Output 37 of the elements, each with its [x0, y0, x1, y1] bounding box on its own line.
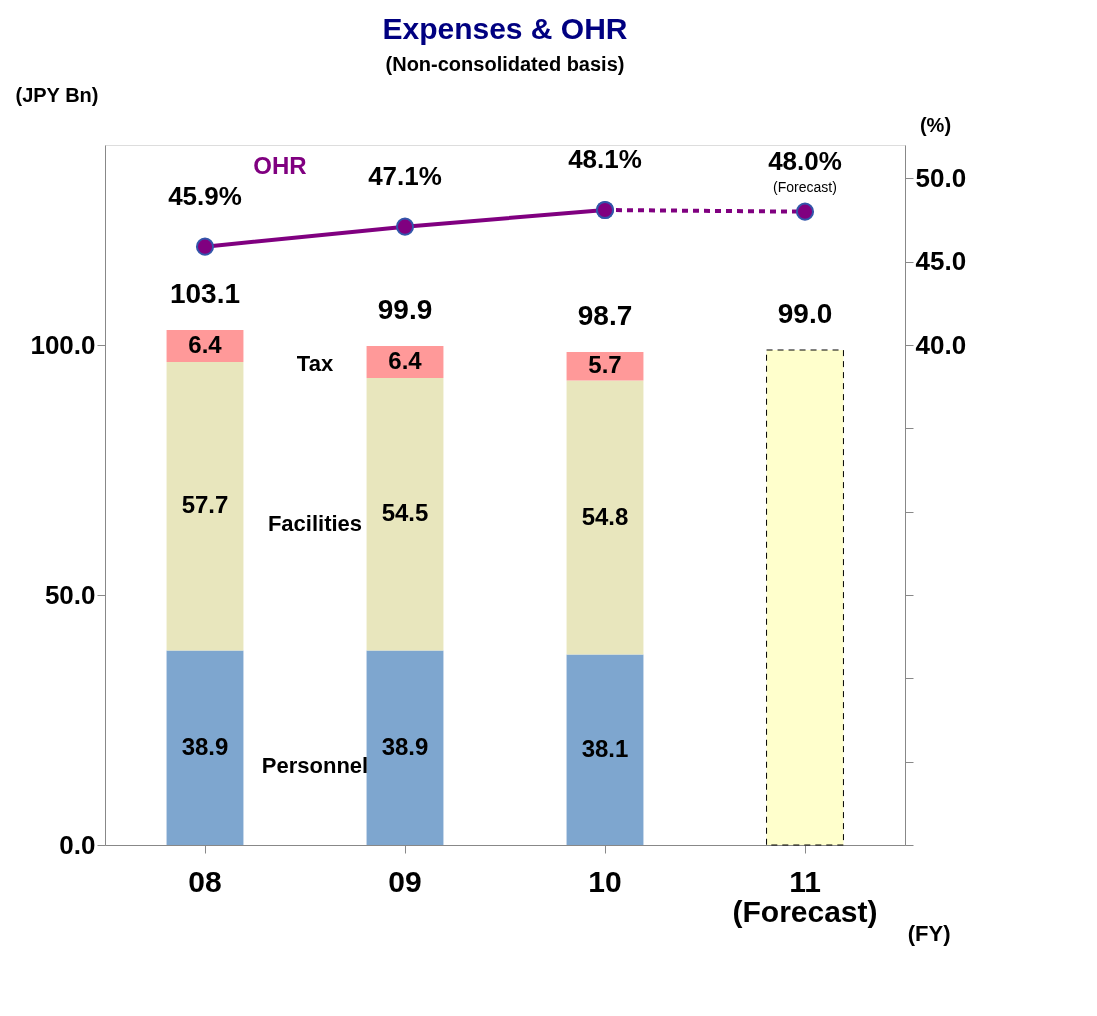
data-label: 57.7 — [181, 491, 229, 519]
y-tick-label: 100.0 — [30, 329, 96, 360]
x-tick-label: 08 — [188, 864, 222, 898]
annotation: (Forecast) — [773, 178, 837, 195]
x-tick-label: 10 — [588, 864, 622, 898]
data-label: 6.4 — [188, 331, 223, 358]
data-label: 6.4 — [388, 347, 423, 374]
data-label: 5.7 — [588, 351, 622, 379]
x-tick-label: 11 (Forecast) — [732, 864, 878, 928]
data-label: 47.1% — [368, 160, 442, 191]
y-axis-title: (JPY Bn) — [15, 83, 99, 106]
text: OHR — [253, 151, 307, 179]
data-label: 38.1 — [581, 734, 629, 762]
total-label: 99.9 — [377, 294, 433, 325]
y2-axis-title: (%) — [919, 113, 952, 136]
y2-tick-label: 50.0 — [915, 162, 967, 193]
series-label: Facilities — [267, 511, 363, 537]
data-label: 48.1% — [568, 144, 642, 174]
data-label: 54.8 — [581, 502, 629, 530]
x-axis-title: (FY) — [907, 920, 951, 946]
series-label: Tax — [296, 351, 334, 376]
data-label: 38.9 — [181, 732, 229, 760]
x-tick-label: 09 — [388, 864, 422, 898]
total-label: 103.1 — [169, 278, 241, 309]
y2-tick-label: 45.0 — [915, 246, 967, 277]
total-label: 99.0 — [777, 298, 833, 329]
data-label: 38.9 — [381, 732, 429, 760]
data-label: 45.9% — [168, 180, 242, 211]
chart-title: Expenses & OHR — [382, 12, 628, 45]
y-tick-label: 0.0 — [59, 829, 96, 860]
series-label: Personnel — [261, 752, 369, 778]
data-label: 54.5 — [381, 499, 429, 527]
y2-tick-label: 40.0 — [915, 329, 967, 360]
y-tick-label: 50.0 — [44, 579, 96, 610]
total-label: 98.7 — [577, 300, 633, 331]
data-label: 48.0% — [768, 145, 842, 176]
chart-subtitle: (Non-consolidated basis) — [385, 53, 625, 75]
